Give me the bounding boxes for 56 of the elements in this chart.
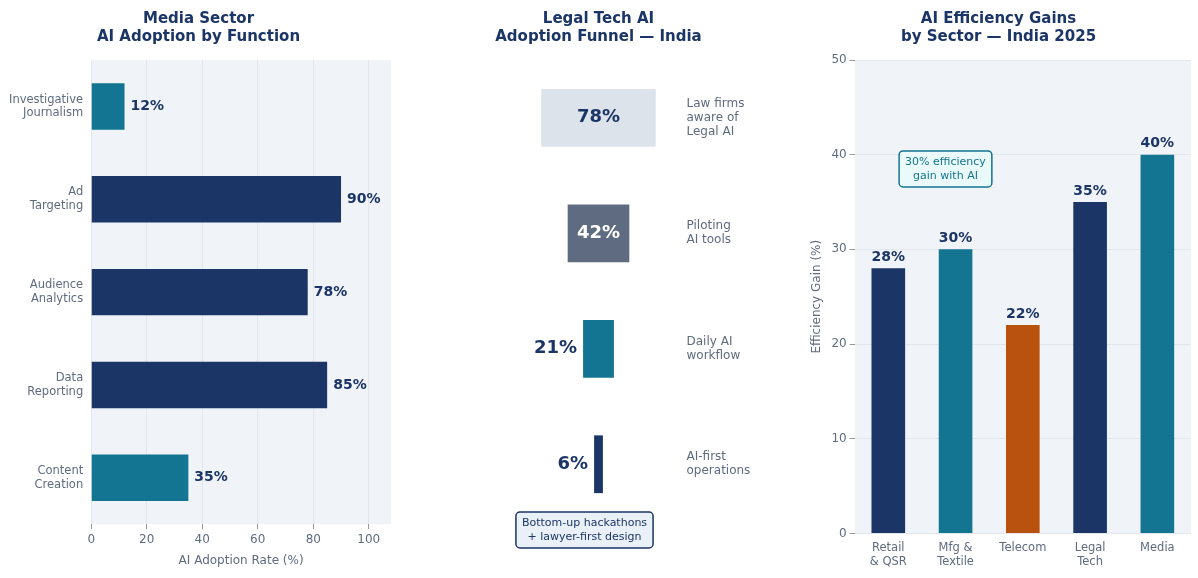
y-tick-label: 40	[831, 146, 847, 161]
y-tick-label: 50	[831, 52, 847, 67]
category-label: Law firms aware of Legal AI	[686, 95, 745, 138]
x-axis-title: AI Adoption Rate (%)	[178, 552, 304, 567]
bar	[871, 268, 906, 533]
bar	[91, 361, 328, 409]
text: Legal Tech AI Adoption Funnel — India	[495, 8, 702, 45]
data-label: 42%	[576, 220, 621, 242]
chart-title: AI Efficiency Gains by Sector — India 2025	[900, 8, 1097, 45]
bar	[1073, 202, 1107, 533]
bar	[91, 83, 125, 130]
data-label: 35%	[1073, 181, 1107, 198]
category-label: AI-first operations	[686, 449, 751, 478]
x-tick-label: Legal Tech	[1074, 540, 1106, 569]
y-tick-label: 30	[831, 241, 847, 256]
data-label: 35%	[194, 468, 228, 485]
data-label: 28%	[871, 247, 906, 264]
bar	[91, 454, 189, 501]
data-label: 6%	[557, 451, 589, 473]
chart-title: Media Sector AI Adoption by Function	[96, 8, 301, 45]
x-tick-label: 100	[357, 531, 381, 546]
bar	[1140, 154, 1175, 533]
x-tick-label: Telecom	[998, 540, 1047, 555]
x-tick-label: Media	[1140, 540, 1175, 555]
data-label: 22%	[1006, 304, 1040, 321]
y-tick-label: 20	[831, 336, 847, 351]
bar	[938, 249, 973, 533]
category-label: Daily AI workflow	[686, 333, 741, 362]
data-label: 40%	[1140, 134, 1175, 151]
data-label: 12%	[130, 97, 165, 114]
x-tick-label: Mfg & Textile	[936, 540, 974, 569]
y-tick-label: Data Reporting	[27, 370, 84, 398]
data-label: 21%	[533, 336, 578, 358]
annotation: 30% efficiency gain with AI	[905, 154, 987, 182]
data-label: 30%	[938, 229, 973, 245]
bar	[91, 268, 308, 316]
y-tick-label: Audience Analytics	[29, 277, 84, 305]
data-label: 78%	[313, 282, 348, 299]
text: Bottom-up hackathons + lawyer-first design	[521, 515, 648, 543]
data-label: 90%	[347, 189, 381, 206]
x-tick-label: 0	[87, 531, 96, 546]
x-tick-label: 20	[139, 531, 155, 546]
y-axis-title: Efficiency Gain (%)	[809, 239, 824, 354]
y-tick-label: Investigative Journalism	[8, 91, 84, 120]
category-label: Piloting AI tools	[686, 218, 732, 247]
data-label: 78%	[576, 105, 621, 127]
y-tick-label: Ad Targeting	[28, 184, 84, 213]
y-tick-label: 10	[831, 430, 847, 445]
y-tick-label: Content Creation	[34, 462, 84, 491]
data-label: 85%	[333, 375, 367, 392]
x-tick-label: Retail & QSR	[869, 540, 907, 569]
bar	[1006, 325, 1040, 533]
bar	[91, 176, 342, 223]
x-tick-label: 40	[194, 531, 210, 546]
x-tick-label: 80	[305, 531, 321, 546]
x-tick-label: 60	[250, 531, 266, 546]
